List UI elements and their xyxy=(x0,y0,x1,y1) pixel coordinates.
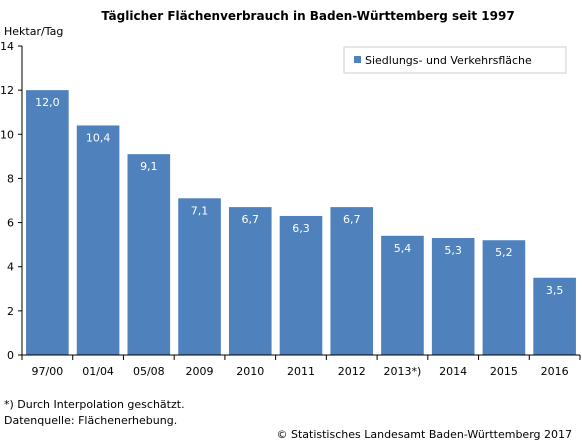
bar xyxy=(279,215,323,355)
bar-value-label: 5,2 xyxy=(495,246,513,259)
bar-value-label: 3,5 xyxy=(546,284,564,297)
bar-value-label: 9,1 xyxy=(140,160,158,173)
bar xyxy=(127,154,171,355)
y-tick-label: 12 xyxy=(0,84,14,97)
bars-group: 12,0 10,4 9,1 7,1 6,7 6,3 6,7 5,4 5,3 5,2 3,5 xyxy=(26,90,576,356)
x-tick-label: 97/00 xyxy=(32,365,64,378)
y-axis-label: Hektar/Tag xyxy=(4,25,63,38)
bar-value-label: 12,0 xyxy=(35,96,60,109)
x-tick-label: 2009 xyxy=(186,365,214,378)
x-tick-label: 05/08 xyxy=(133,365,165,378)
bar-value-label: 6,7 xyxy=(242,213,260,226)
x-tick-label: 2013*) xyxy=(384,365,422,378)
x-tick-label: 2012 xyxy=(338,365,366,378)
x-tick-label: 2014 xyxy=(439,365,467,378)
x-tick-label: 2011 xyxy=(287,365,315,378)
y-tick-label: 6 xyxy=(7,217,14,230)
x-tick-label: 2016 xyxy=(541,365,569,378)
legend-swatch xyxy=(354,56,361,63)
bar xyxy=(228,207,272,355)
bar xyxy=(178,198,221,355)
x-tick-label: 01/04 xyxy=(82,365,114,378)
y-tick-label: 8 xyxy=(7,172,14,185)
bar xyxy=(431,238,475,355)
y-tick-label: 10 xyxy=(0,128,14,141)
legend-label: Siedlungs- und Verkehrsfläche xyxy=(365,54,532,67)
bar xyxy=(533,277,576,355)
x-tick-label: 2015 xyxy=(490,365,518,378)
footnote-source: Datenquelle: Flächenerhebung. xyxy=(4,414,178,427)
y-tick-label: 0 xyxy=(7,349,14,362)
bar-value-label: 6,7 xyxy=(343,213,361,226)
bar-value-label: 10,4 xyxy=(86,131,111,144)
y-tick-label: 4 xyxy=(7,261,14,274)
y-tick-label: 14 xyxy=(0,40,14,53)
y-tick-label: 2 xyxy=(7,305,14,318)
legend-box xyxy=(343,46,567,74)
bar xyxy=(330,207,374,355)
bar-value-label: 7,1 xyxy=(191,204,209,217)
bar-value-label: 5,4 xyxy=(394,242,412,255)
x-axis: 97/00 01/04 05/08 2009 2010 2011 2012 2013*) 201… xyxy=(21,354,581,378)
x-tick-label: 2010 xyxy=(236,365,264,378)
chart-title: Täglicher Flächenverbrauch in Baden-Würt… xyxy=(101,9,514,23)
bar xyxy=(482,240,526,355)
bar xyxy=(381,235,424,355)
y-axis: 0 2 4 6 8 10 12 14 xyxy=(0,40,23,362)
footnote-interpolation: *) Durch Interpolation geschätzt. xyxy=(4,398,185,411)
bar-value-label: 5,3 xyxy=(444,244,462,257)
legend: Siedlungs- und Verkehrsfläche xyxy=(343,46,567,74)
bar xyxy=(76,125,120,355)
bar xyxy=(26,90,69,356)
copyright: © Statistisches Landesamt Baden-Württemb… xyxy=(276,428,572,441)
bar-value-label: 6,3 xyxy=(292,222,310,235)
